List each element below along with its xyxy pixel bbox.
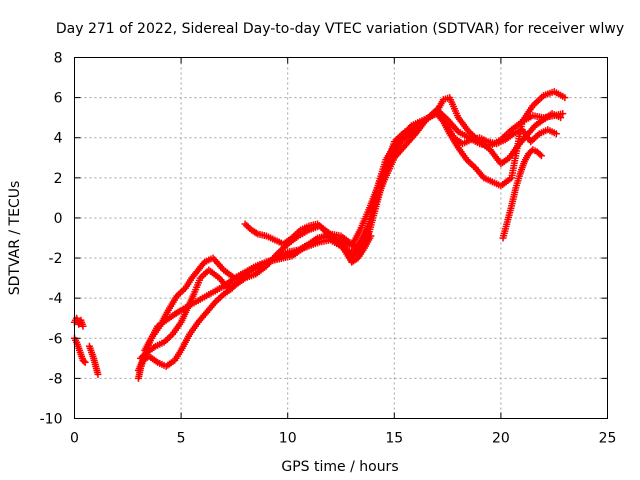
data-series [499,146,545,242]
data-series [85,342,102,378]
data-point-marker [559,110,567,118]
plot-frame [74,57,608,419]
data-series [241,106,560,250]
y-tick-label: 6 [54,91,63,107]
x-tick-label: 5 [177,431,186,447]
data-point-marker [561,94,569,102]
data-series [134,232,375,374]
data-point-marker [81,358,89,366]
y-tick-label: 2 [54,171,63,187]
y-tick-label: -10 [40,412,63,428]
x-tick-label: 25 [599,431,617,447]
data-point-marker [94,370,102,378]
y-tick-label: -4 [49,291,63,307]
data-point-marker [537,152,545,160]
x-tick-label: 20 [492,431,510,447]
y-axis-label: SDTVAR / TECUs [7,181,23,296]
data-point-marker [552,130,560,138]
data-point-marker [557,114,565,122]
data-point-marker [367,232,375,240]
data-point-marker [536,150,544,158]
x-tick-label: 15 [385,431,403,447]
data-marks [71,88,569,382]
data-point-marker [80,357,88,365]
y-tick-label: -2 [49,251,63,267]
grid-lines [74,57,608,419]
y-tick-label: 8 [54,51,63,67]
x-tick-label: 10 [279,431,297,447]
x-tick-label: 0 [70,431,79,447]
y-tick-label: 0 [54,211,63,227]
y-tick-label: -8 [49,371,63,387]
y-tick-label: -6 [49,331,63,347]
axis-ticks: 0 5 10 15 20 25 -10 -8 -6 -4 -2 0 2 4 6 8 [40,51,617,447]
x-axis-label: GPS time / hours [281,459,398,475]
data-series [137,88,569,362]
chart-title: Day 271 of 2022, Sidereal Day-to-day VTE… [56,21,624,37]
y-tick-label: 4 [54,131,63,147]
data-point-marker [79,322,87,330]
